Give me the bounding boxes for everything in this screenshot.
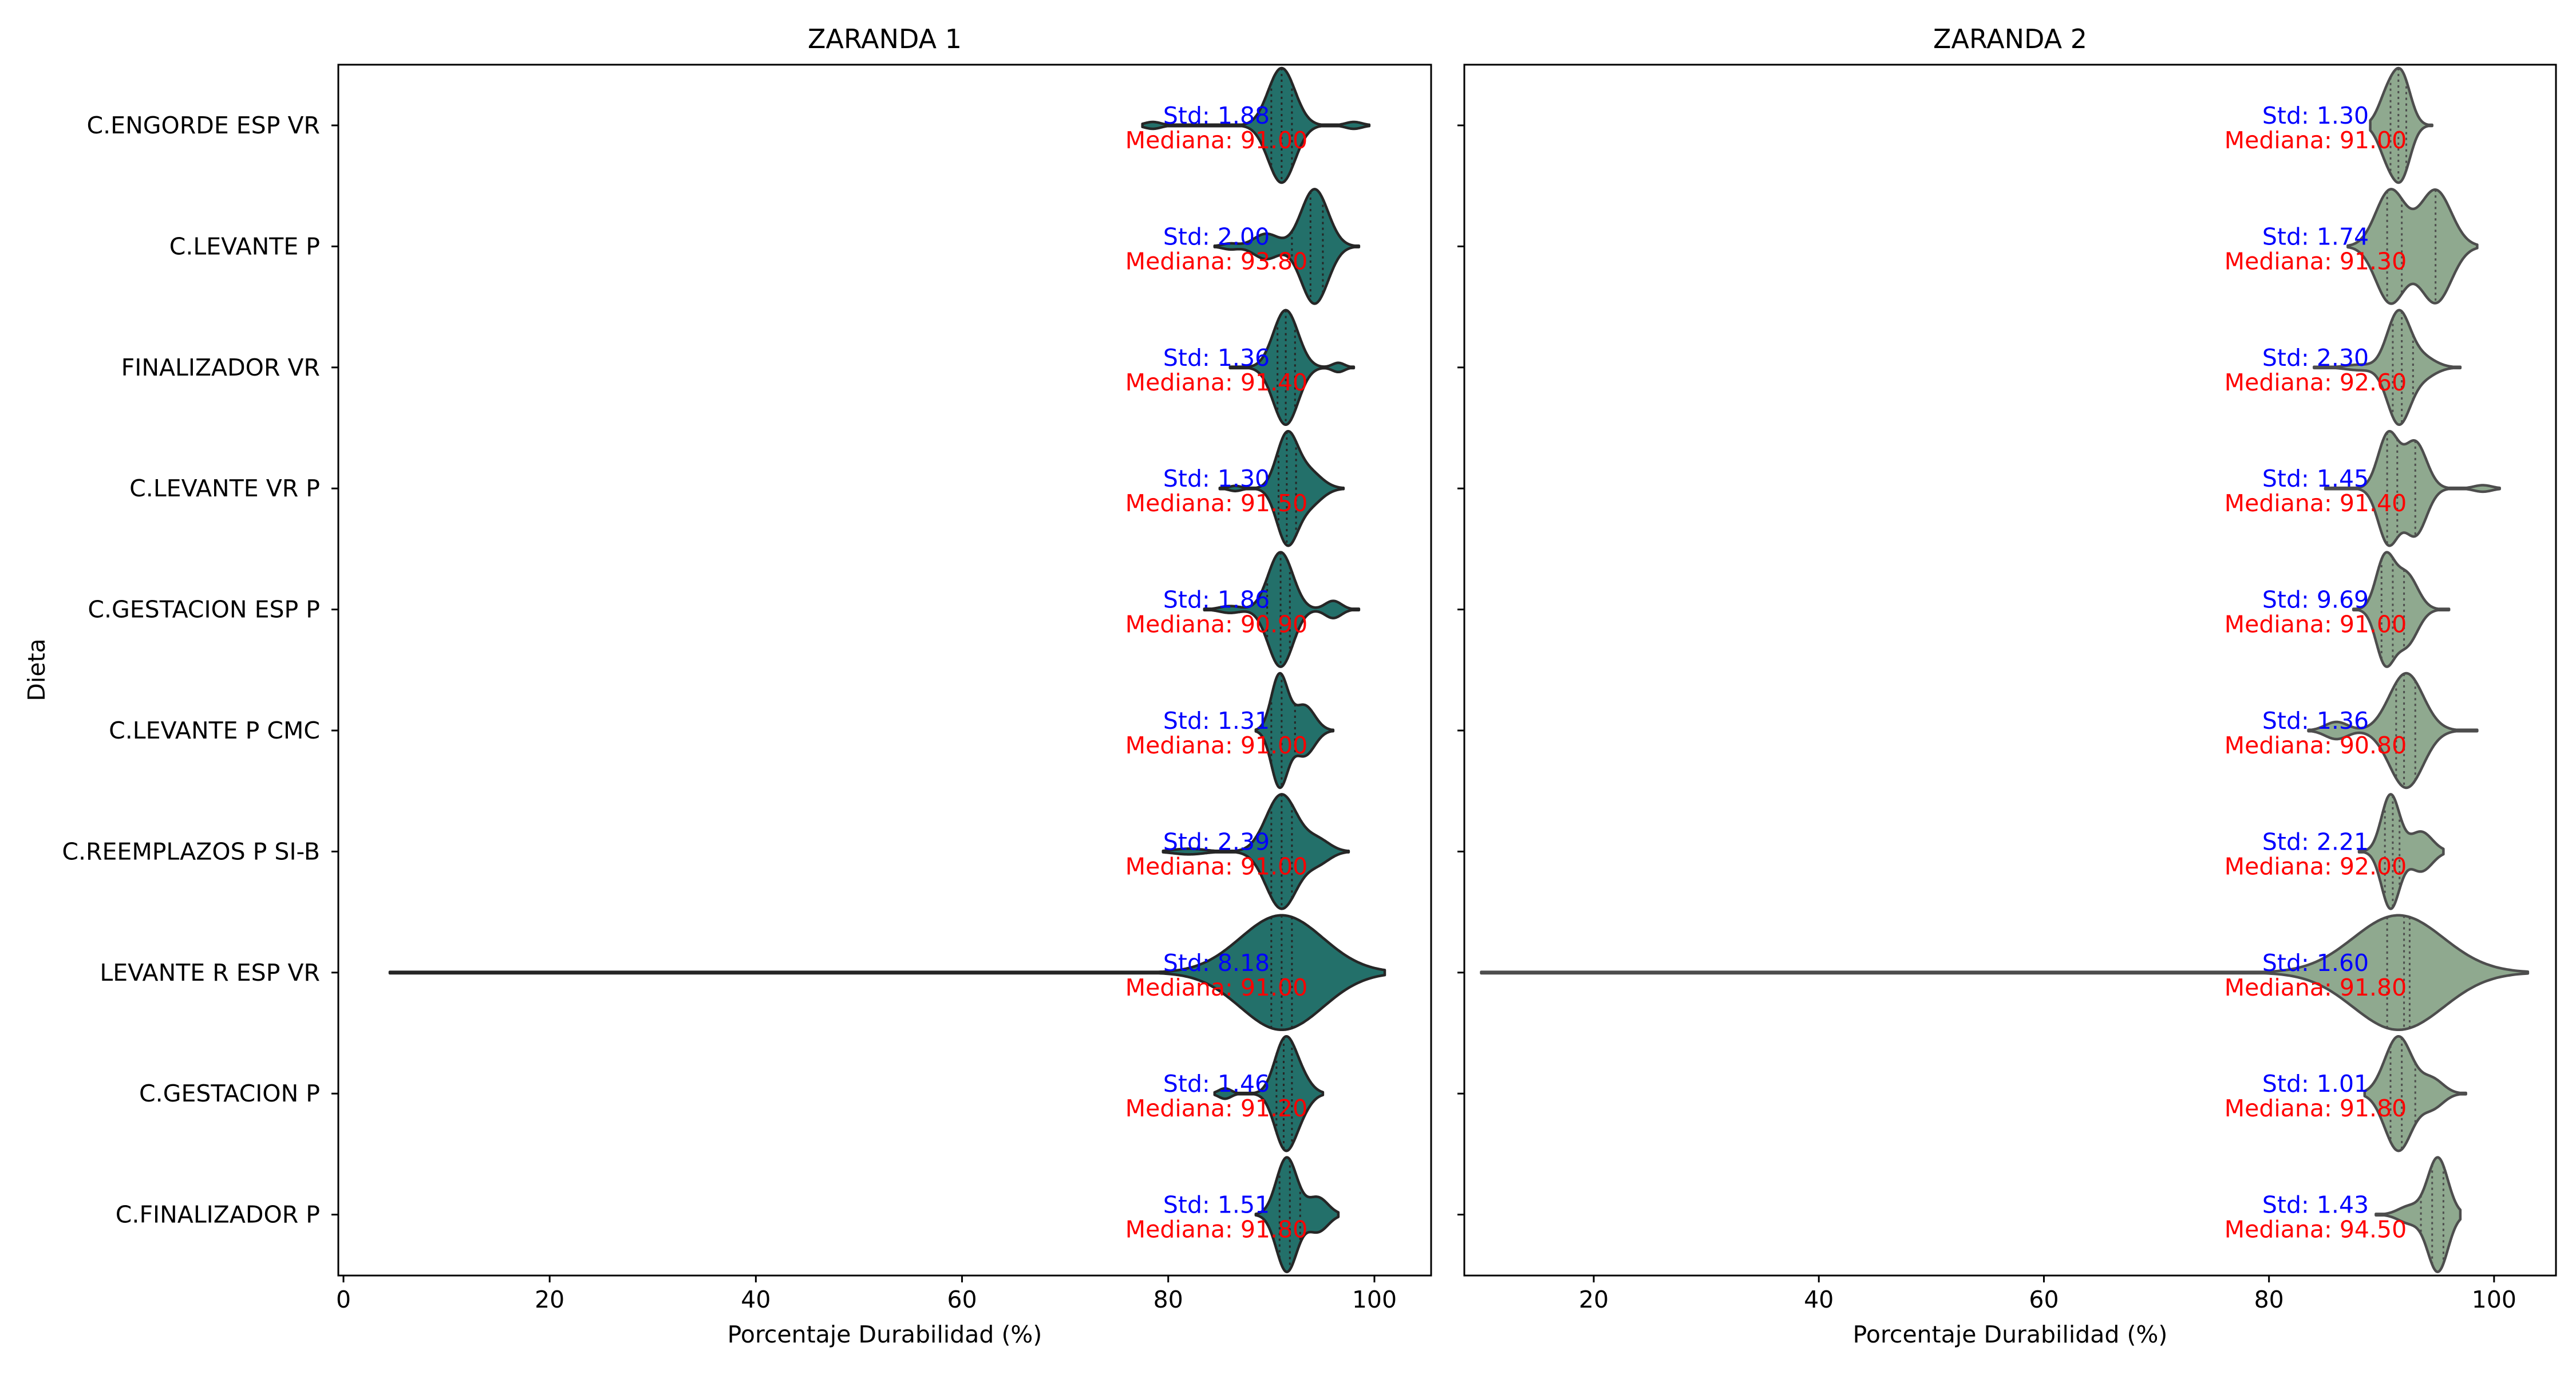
y-ticks-zaranda-1: C.ENGORDE ESP VR C.LEVANTE P FINALIZADOR V… — [62, 112, 338, 1229]
median-label-zaranda-2-finalizador-vr: Mediana: 92.60 — [2225, 369, 2407, 396]
x-axis-label-zaranda-1: Porcentaje Durabilidad (%) — [728, 1321, 1042, 1348]
median-label-zaranda-1-c-levante-vr-p: Mediana: 91.50 — [1125, 489, 1307, 517]
y-tick-label-c-levante-p-cmc: C.LEVANTE P CMC — [109, 717, 320, 744]
x-tick-label-zaranda-1-40: 40 — [741, 1286, 771, 1313]
x-axis-label-zaranda-2: Porcentaje Durabilidad (%) — [1853, 1321, 2168, 1348]
y-tick-label-c-finalizador-p: C.FINALIZADOR P — [116, 1201, 320, 1229]
median-label-zaranda-2-c-levante-vr-p: Mediana: 91.40 — [2225, 489, 2407, 517]
std-label-zaranda-2-c-gestacion-esp-p: Std: 9.69 — [2262, 586, 2369, 614]
y-tick-label-c-engorde-esp-vr: C.ENGORDE ESP VR — [87, 112, 321, 139]
violin-zaranda-2-c-levante-p-cmc — [2307, 672, 2479, 789]
median-label-zaranda-2-c-gestacion-esp-p: Mediana: 91.00 — [2225, 611, 2407, 638]
violin-zaranda-1-c-levante-vr-p — [1218, 429, 1345, 547]
violin-zaranda-1-finalizador-vr — [1228, 309, 1356, 427]
std-label-zaranda-2-c-levante-p-cmc: Std: 1.36 — [2262, 707, 2369, 735]
x-tick-label-zaranda-2-20: 20 — [1579, 1286, 1609, 1313]
std-label-zaranda-1-c-levante-p: Std: 2.00 — [1163, 223, 1270, 250]
x-tick-label-zaranda-1-60: 60 — [947, 1286, 977, 1313]
median-label-zaranda-2-c-engorde-esp-vr: Mediana: 91.00 — [2225, 127, 2407, 154]
median-label-zaranda-1-c-levante-p: Mediana: 93.80 — [1125, 247, 1307, 275]
y-axis-label: Dieta — [23, 638, 50, 701]
std-label-zaranda-2-c-finalizador-p: Std: 1.43 — [2262, 1191, 2369, 1219]
violin-zaranda-1-c-gestacion-esp-p — [1203, 551, 1361, 668]
median-label-zaranda-2-c-gestacion-p: Mediana: 91.80 — [2225, 1095, 2407, 1122]
y-tick-label-c-gestacion-esp-p: C.GESTACION ESP P — [88, 596, 320, 623]
violin-zaranda-2-c-reemplazos-p-si-b — [2357, 793, 2445, 910]
x-tick-label-zaranda-1-20: 20 — [535, 1286, 564, 1313]
median-label-zaranda-1-c-reemplazos-p-si-b: Mediana: 91.00 — [1125, 852, 1307, 880]
violin-zaranda-1-c-gestacion-p — [1213, 1035, 1325, 1152]
plot-frame-zaranda-1 — [337, 64, 1432, 1277]
std-label-zaranda-1-c-finalizador-p: Std: 1.51 — [1163, 1191, 1270, 1219]
violin-zaranda-2-c-levante-vr-p — [2324, 429, 2501, 547]
violin-zaranda-2-finalizador-vr — [2313, 309, 2462, 427]
plot-frame-zaranda-2 — [1463, 64, 2557, 1277]
violin-zaranda-1-c-engorde-esp-vr — [1141, 66, 1371, 184]
std-label-zaranda-2-finalizador-vr: Std: 2.30 — [2262, 344, 2369, 372]
x-ticks-zaranda-1: 0 20 40 60 80 100 — [336, 1276, 1397, 1313]
violin-zaranda-2-c-engorde-esp-vr — [2369, 66, 2433, 184]
violin-zaranda-2-c-finalizador-p — [2374, 1156, 2462, 1273]
median-label-zaranda-2-c-levante-p-cmc: Mediana: 90.80 — [2225, 732, 2407, 759]
violins-zaranda-2 — [1480, 66, 2530, 1273]
std-label-zaranda-1-c-gestacion-esp-p: Std: 1.86 — [1163, 586, 1270, 614]
violin-zaranda-1-levante-r-esp-vr — [388, 914, 1386, 1032]
std-label-zaranda-1-c-levante-p-cmc: Std: 1.31 — [1163, 707, 1270, 735]
median-label-zaranda-1-c-engorde-esp-vr: Mediana: 91.00 — [1125, 127, 1307, 154]
median-label-zaranda-1-c-gestacion-esp-p: Mediana: 90.90 — [1125, 611, 1307, 638]
x-tick-label-zaranda-2-60: 60 — [2029, 1286, 2059, 1313]
y-tick-label-c-levante-vr-p: C.LEVANTE VR P — [129, 475, 320, 502]
median-label-zaranda-1-finalizador-vr: Mediana: 91.40 — [1125, 369, 1307, 396]
y-tick-label-levante-r-esp-vr: LEVANTE R ESP VR — [100, 959, 320, 986]
panel-title-zaranda-1: ZARANDA 1 — [808, 23, 962, 54]
std-label-zaranda-2-c-engorde-esp-vr: Std: 1.30 — [2262, 102, 2369, 129]
x-tick-label-zaranda-1-80: 80 — [1153, 1286, 1183, 1313]
std-label-zaranda-2-c-levante-vr-p: Std: 1.45 — [2262, 465, 2369, 492]
y-tick-label-c-gestacion-p: C.GESTACION P — [139, 1080, 320, 1107]
median-label-zaranda-1-c-levante-p-cmc: Mediana: 91.00 — [1125, 732, 1307, 759]
std-label-zaranda-2-c-gestacion-p: Std: 1.01 — [2262, 1070, 2369, 1097]
violin-zaranda-2-levante-r-esp-vr — [1480, 914, 2530, 1032]
median-label-zaranda-2-c-finalizador-p: Mediana: 94.50 — [2225, 1216, 2407, 1243]
std-label-zaranda-2-levante-r-esp-vr: Std: 1.60 — [2262, 949, 2369, 977]
violin-zaranda-1-c-reemplazos-p-si-b — [1161, 793, 1350, 910]
median-label-zaranda-1-c-gestacion-p: Mediana: 91.20 — [1125, 1095, 1307, 1122]
x-ticks-zaranda-2: 20 40 60 80 100 — [1579, 1276, 2516, 1313]
violin-zaranda-1-c-finalizador-p — [1254, 1156, 1340, 1273]
y-tick-label-c-reemplazos-p-si-b: C.REEMPLAZOS P SI-B — [62, 838, 320, 865]
std-label-zaranda-1-finalizador-vr: Std: 1.36 — [1163, 344, 1270, 372]
std-label-zaranda-1-c-engorde-esp-vr: Std: 1.88 — [1163, 102, 1270, 129]
x-tick-label-zaranda-2-40: 40 — [1804, 1286, 1834, 1313]
median-label-zaranda-2-c-levante-p: Mediana: 91.30 — [2225, 247, 2407, 275]
x-tick-label-zaranda-1-0: 0 — [336, 1286, 351, 1313]
std-label-zaranda-2-c-reemplazos-p-si-b: Std: 2.21 — [2262, 828, 2369, 855]
panel-title-zaranda-2: ZARANDA 2 — [1933, 23, 2087, 54]
std-label-zaranda-1-levante-r-esp-vr: Std: 8.18 — [1163, 949, 1270, 977]
std-label-zaranda-2-c-levante-p: Std: 1.74 — [2262, 223, 2369, 250]
y-ticks-zaranda-2 — [1457, 124, 1464, 1216]
violin-zaranda-2-c-levante-p — [2346, 188, 2479, 305]
median-label-zaranda-1-c-finalizador-p: Mediana: 91.80 — [1125, 1216, 1307, 1243]
x-tick-label-zaranda-2-80: 80 — [2254, 1286, 2284, 1313]
violin-zaranda-2-c-gestacion-esp-p — [2352, 551, 2451, 668]
std-label-zaranda-1-c-levante-vr-p: Std: 1.30 — [1163, 465, 1270, 492]
median-label-zaranda-2-levante-r-esp-vr: Mediana: 91.80 — [2225, 974, 2407, 1001]
y-tick-label-c-levante-p: C.LEVANTE P — [169, 232, 320, 260]
y-tick-label-finalizador-vr: FINALIZADOR VR — [121, 354, 320, 381]
x-tick-label-zaranda-1-100: 100 — [1352, 1286, 1397, 1313]
std-label-zaranda-1-c-reemplazos-p-si-b: Std: 2.39 — [1163, 828, 1270, 855]
median-label-zaranda-1-levante-r-esp-vr: Mediana: 91.00 — [1125, 974, 1307, 1001]
std-label-zaranda-1-c-gestacion-p: Std: 1.46 — [1163, 1070, 1270, 1097]
violins-zaranda-1 — [388, 66, 1386, 1273]
x-tick-label-zaranda-2-100: 100 — [2472, 1286, 2516, 1313]
median-label-zaranda-2-c-reemplazos-p-si-b: Mediana: 92.00 — [2225, 852, 2407, 880]
